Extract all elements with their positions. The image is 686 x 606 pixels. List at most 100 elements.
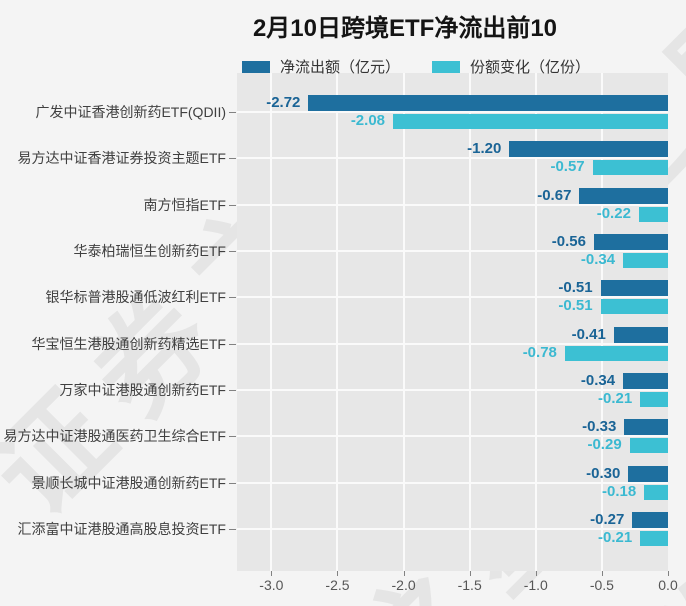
share-bar bbox=[640, 531, 668, 547]
share-value-label: -0.51 bbox=[558, 297, 593, 315]
share-bar bbox=[623, 253, 668, 269]
bar-group-row: -0.27 -0.21 bbox=[237, 506, 668, 552]
x-tick bbox=[403, 571, 405, 576]
gridline-v bbox=[600, 73, 603, 571]
category-tick bbox=[229, 112, 236, 113]
category-tick bbox=[229, 390, 236, 392]
x-tick bbox=[535, 571, 537, 576]
bar-group-row: -2.72 -2.08 bbox=[237, 89, 668, 135]
plot-area: -2.72 -2.08 -1.20 -0.57 -0.67 -0.22 -0.56 -0.34… bbox=[237, 73, 668, 571]
outflow-value-label: -0.34 bbox=[580, 372, 616, 390]
x-tick bbox=[601, 571, 603, 576]
outflow-bar bbox=[613, 326, 668, 343]
outflow-bar bbox=[593, 234, 668, 251]
category-tick bbox=[229, 529, 236, 531]
gridline-h bbox=[237, 435, 668, 438]
x-tick bbox=[337, 571, 339, 576]
share-value-label: -0.18 bbox=[602, 482, 637, 500]
x-tick-label: -3.0 bbox=[259, 577, 284, 593]
outflow-bar bbox=[628, 465, 668, 482]
outflow-value-label: -0.41 bbox=[571, 325, 606, 343]
share-bar bbox=[600, 299, 668, 315]
share-value-label: -0.22 bbox=[596, 204, 631, 222]
gridline-h bbox=[237, 389, 668, 392]
gridline-v bbox=[468, 73, 471, 571]
gridline-v bbox=[336, 73, 339, 571]
share-bar bbox=[644, 484, 668, 500]
category-label: 广发中证香港创新药ETF(QDII) bbox=[35, 104, 226, 120]
category-label: 易方达中证港股通医药卫生综合ETF bbox=[3, 428, 226, 445]
share-value-label: -0.57 bbox=[550, 158, 585, 176]
share-value-label: -0.29 bbox=[587, 436, 622, 454]
category-tick bbox=[229, 343, 236, 345]
share-value-label: -0.78 bbox=[522, 343, 557, 361]
x-tick bbox=[668, 571, 669, 576]
bar-group-row: -0.56 -0.34 bbox=[237, 228, 668, 274]
outflow-bar bbox=[308, 95, 668, 111]
bar-group-row: -0.30 -0.18 bbox=[237, 460, 668, 506]
gridline-h bbox=[237, 481, 668, 484]
outflow-value-label: -1.20 bbox=[467, 140, 502, 158]
bar-group-row: -0.33 -0.29 bbox=[237, 413, 668, 459]
gridline-v bbox=[534, 73, 537, 571]
gridline-v bbox=[270, 73, 273, 571]
share-value-label: -0.21 bbox=[598, 529, 633, 547]
x-tick-label: -0.5 bbox=[589, 577, 614, 593]
category-axis: 广发中证香港创新药ETF(QDII) 易方达中证香港证券投资主题ETF 南方恒指ET… bbox=[0, 73, 226, 571]
share-value-label: -0.34 bbox=[580, 251, 616, 269]
x-tick-label: -2.5 bbox=[325, 577, 350, 593]
category-tick bbox=[229, 251, 236, 253]
share-bar bbox=[638, 206, 668, 222]
bar-group-row: -0.51 -0.51 bbox=[237, 274, 668, 320]
category-label: 景顺长城中证港股通创新药ETF bbox=[31, 474, 226, 491]
outflow-value-label: -0.27 bbox=[590, 511, 625, 529]
gridline-h bbox=[237, 528, 668, 531]
category-label: 银华标普港股通低波红利ETF bbox=[45, 289, 226, 306]
legend-swatch-outflow-icon bbox=[242, 60, 270, 73]
outflow-value-label: -0.56 bbox=[551, 233, 586, 251]
x-tick bbox=[469, 571, 471, 576]
category-tick bbox=[229, 297, 236, 299]
bar-group-row: -0.67 -0.22 bbox=[237, 182, 668, 228]
outflow-value-label: -2.72 bbox=[266, 94, 301, 111]
share-bar bbox=[564, 345, 668, 361]
legend-item-share: 份额变化（亿份） bbox=[432, 56, 590, 77]
category-tick bbox=[229, 436, 236, 438]
gridline-h bbox=[237, 342, 668, 345]
gridline-h bbox=[237, 296, 668, 299]
x-tick-label: -1.0 bbox=[523, 577, 548, 593]
x-tick-label: -2.0 bbox=[391, 577, 416, 593]
legend: 净流出额（亿元） 份额变化（亿份） bbox=[242, 56, 590, 77]
bar-group-row: -0.34 -0.21 bbox=[237, 367, 668, 413]
gridline-v bbox=[402, 73, 405, 571]
share-value-label: -2.08 bbox=[350, 112, 386, 129]
legend-label-outflow: 净流出额（亿元） bbox=[280, 59, 401, 76]
bar-group-row: -0.41 -0.78 bbox=[237, 321, 668, 367]
outflow-bar bbox=[600, 280, 668, 297]
category-label: 南方恒指ETF bbox=[143, 196, 226, 213]
outflow-bar bbox=[623, 373, 668, 390]
outflow-value-label: -0.67 bbox=[537, 186, 572, 204]
category-tick bbox=[229, 482, 236, 484]
outflow-bar bbox=[579, 187, 668, 204]
gridline-h bbox=[237, 203, 668, 206]
share-bar bbox=[629, 438, 668, 454]
category-label: 易方达中证香港证券投资主题ETF bbox=[17, 150, 226, 167]
outflow-value-label: -0.51 bbox=[558, 279, 593, 297]
outflow-bar bbox=[632, 512, 668, 529]
gridline-h bbox=[237, 250, 668, 253]
gridline-h bbox=[237, 157, 668, 160]
x-tick-label: 0.0 bbox=[658, 577, 678, 593]
category-label: 华泰柏瑞恒生创新药ETF bbox=[73, 243, 226, 260]
outflow-bar bbox=[509, 141, 668, 158]
chart-title: 2月10日跨境ETF净流出前10 bbox=[252, 15, 558, 42]
category-label: 汇添富中证港股通高股息投资ETF bbox=[17, 521, 226, 538]
category-label: 华宝恒生港股通创新药精选ETF bbox=[31, 335, 226, 352]
share-bar bbox=[393, 114, 668, 129]
bar-group-row: -1.20 -0.57 bbox=[237, 135, 668, 181]
legend-item-outflow: 净流出额（亿元） bbox=[242, 56, 400, 77]
share-bar bbox=[640, 392, 668, 408]
outflow-value-label: -0.33 bbox=[582, 418, 617, 436]
legend-label-share: 份额变化（亿份） bbox=[470, 59, 591, 76]
